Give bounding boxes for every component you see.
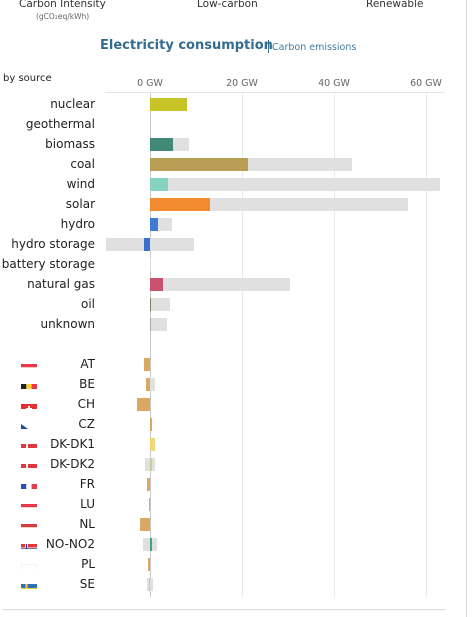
denmark-flag-icon: [21, 459, 37, 469]
capacity-bar: [150, 198, 408, 211]
austria-flag-icon: [21, 359, 37, 369]
production-bar-natural-gas[interactable]: [150, 278, 164, 291]
exchange-bar-dk-dk2[interactable]: [150, 458, 152, 471]
source-label-unknown: unknown: [40, 317, 95, 331]
production-bar-solar[interactable]: [150, 198, 210, 211]
exchange-label-dk-dk2: DK-DK2: [50, 457, 95, 471]
luxembourg-flag-icon: [21, 499, 37, 509]
production-bar-nuclear[interactable]: [150, 98, 187, 111]
bottom-divider: [3, 609, 445, 610]
by-source-label: by source: [3, 73, 52, 84]
exchange-bar-lu[interactable]: [148, 498, 151, 511]
title-separator: [268, 40, 269, 53]
exchange-bar-cz[interactable]: [150, 418, 152, 431]
exchange-bar-fr[interactable]: [147, 478, 150, 491]
axis-gridline: [334, 92, 335, 597]
france-flag-icon: [21, 479, 37, 489]
exchange-label-dk-dk1: DK-DK1: [50, 437, 95, 451]
production-bar-coal[interactable]: [150, 158, 248, 171]
axis-tick-label: 40 GW: [318, 78, 350, 89]
exchange-label-pl: PL: [81, 557, 95, 571]
exchange-label-se: SE: [79, 577, 95, 591]
source-label-natural-gas: natural gas: [27, 277, 95, 291]
capacity-bar: [150, 178, 440, 191]
capacity-bar: [150, 238, 195, 251]
source-label-wind: wind: [66, 177, 95, 191]
switzerland-flag-icon: [21, 399, 37, 409]
production-bar-wind[interactable]: [150, 178, 168, 191]
axis-tick-label: 20 GW: [226, 78, 258, 89]
sweden-flag-icon: [21, 579, 37, 589]
exchange-label-cz: CZ: [78, 417, 95, 431]
netherlands-flag-icon: [21, 519, 37, 529]
denmark-flag-icon: [21, 439, 37, 449]
source-label-battery-storage: battery storage: [1, 257, 95, 271]
exchange-bar-nl[interactable]: [140, 518, 150, 531]
source-label-oil: oil: [80, 297, 95, 311]
production-bar-hydro[interactable]: [150, 218, 159, 231]
exchange-bar-pl[interactable]: [147, 558, 150, 571]
source-label-nuclear: nuclear: [50, 97, 95, 111]
exchange-capacity-bar: [146, 378, 156, 391]
source-label-hydro: hydro: [60, 217, 95, 231]
axis-gridline: [150, 92, 151, 597]
source-label-hydro-storage: hydro storage: [11, 237, 95, 251]
exchange-bar-se[interactable]: [148, 578, 151, 591]
exchange-label-no-no2: NO-NO2: [45, 537, 95, 551]
exchange-label-be: BE: [79, 377, 95, 391]
tab-carbon-intensity[interactable]: Carbon Intensity: [19, 0, 106, 10]
norway-flag-icon: [21, 539, 37, 549]
source-label-solar: solar: [65, 197, 95, 211]
axis-gridline: [242, 92, 243, 597]
tab-low-carbon[interactable]: Low-carbon: [197, 0, 258, 10]
carbon-emissions-link[interactable]: Carbon emissions: [272, 42, 357, 53]
scrollbar-edge[interactable]: [466, 0, 467, 617]
page-title: Electricity consumption: [100, 38, 273, 53]
poland-flag-icon: [21, 559, 37, 569]
exchange-label-nl: NL: [79, 517, 95, 531]
source-label-geothermal: geothermal: [25, 117, 95, 131]
capacity-bar: [150, 278, 291, 291]
axis-gridline: [426, 92, 427, 597]
exchange-label-fr: FR: [79, 477, 95, 491]
exchange-capacity-bar: [143, 538, 157, 551]
production-bar-biomass[interactable]: [150, 138, 173, 151]
production-bar-hydro-storage[interactable]: [144, 238, 150, 251]
axis-top-border: [105, 92, 445, 93]
axis-tick-label: 0 GW: [137, 78, 163, 89]
exchange-bar-be[interactable]: [146, 378, 150, 391]
capacity-bar: [150, 298, 171, 311]
source-label-biomass: biomass: [45, 137, 95, 151]
production-bar-oil[interactable]: [150, 298, 151, 311]
exchange-bar-at[interactable]: [143, 358, 150, 371]
exchange-bar-no-no2[interactable]: [150, 538, 153, 551]
tab-carbon-intensity-unit: (gCO₂eq/kWh): [36, 12, 90, 21]
tab-renewable[interactable]: Renewable: [366, 0, 424, 10]
source-label-coal: coal: [70, 157, 95, 171]
czech-flag-icon: [21, 419, 37, 429]
exchange-bar-ch[interactable]: [136, 398, 150, 411]
exchange-label-at: AT: [80, 357, 95, 371]
production-bar-unknown[interactable]: [150, 318, 151, 331]
axis-tick-label: 60 GW: [410, 78, 442, 89]
exchange-label-ch: CH: [77, 397, 95, 411]
exchange-label-lu: LU: [80, 497, 95, 511]
exchange-bar-dk-dk1[interactable]: [150, 438, 155, 451]
capacity-bar: [150, 318, 168, 331]
belgium-flag-icon: [21, 379, 37, 389]
capacity-bar-negative: [106, 238, 150, 251]
capacity-bar: [150, 258, 151, 271]
